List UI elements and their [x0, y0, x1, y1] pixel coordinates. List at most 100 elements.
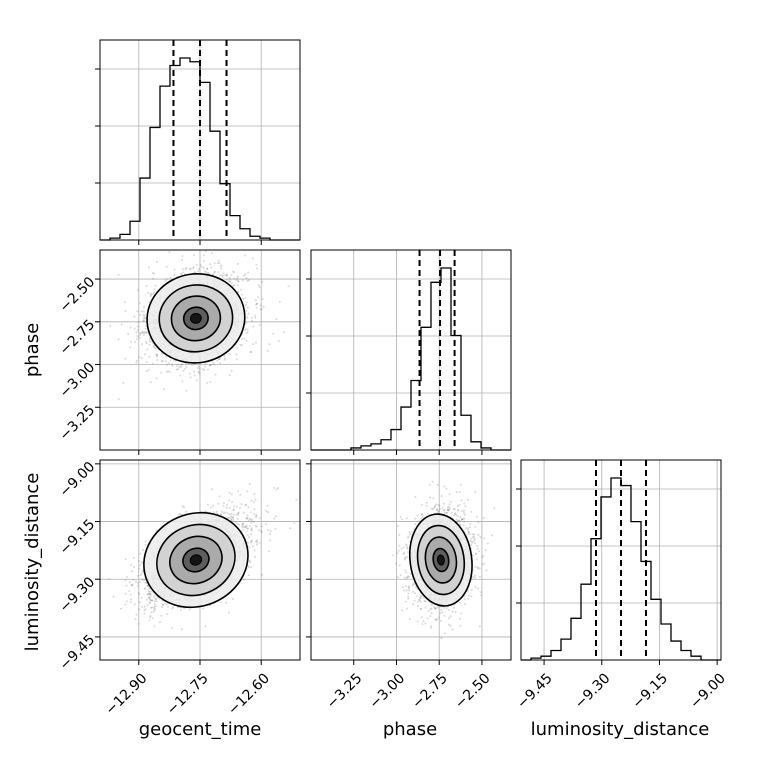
sample-point: [211, 252, 214, 255]
sample-point: [130, 598, 132, 601]
sample-point: [241, 526, 244, 529]
sample-point: [146, 585, 149, 587]
sample-point: [231, 282, 233, 285]
sample-point: [255, 306, 258, 309]
sample-point: [193, 254, 195, 257]
sample-point: [240, 503, 243, 505]
sample-point: [156, 359, 159, 361]
sample-point: [146, 598, 148, 601]
sample-point: [249, 511, 252, 514]
sample-point: [138, 608, 141, 611]
sample-point: [261, 573, 264, 576]
sample-point: [209, 381, 212, 383]
sample-point: [219, 265, 222, 268]
sample-point: [181, 268, 184, 271]
sample-point: [143, 605, 146, 608]
sample-point: [295, 498, 298, 501]
sample-point: [253, 549, 256, 552]
histogram-phase: [306, 249, 512, 451]
sample-point: [193, 374, 196, 377]
sample-point: [143, 609, 146, 612]
sample-point: [107, 578, 110, 580]
sample-point: [141, 562, 144, 564]
sample-point: [289, 527, 292, 530]
sample-point: [287, 285, 290, 288]
sample-point: [142, 310, 145, 313]
sample-point: [152, 610, 155, 613]
sample-point: [212, 361, 214, 364]
sample-point: [217, 358, 220, 361]
sample-point: [124, 592, 127, 595]
sample-point: [124, 579, 127, 582]
sample-point: [226, 503, 229, 506]
sample-point: [141, 331, 144, 334]
sample-point: [148, 340, 151, 342]
sample-point: [145, 342, 148, 345]
sample-point: [257, 284, 260, 287]
sample-point: [256, 540, 259, 543]
sample-point: [150, 293, 153, 296]
sample-point: [269, 530, 272, 533]
sample-point: [146, 593, 149, 596]
sample-point: [148, 597, 151, 600]
sample-point: [275, 515, 278, 518]
sample-point: [255, 514, 258, 517]
sample-point: [145, 340, 147, 343]
sample-point: [250, 533, 253, 536]
sample-point: [124, 310, 127, 312]
sample-point: [176, 606, 179, 609]
sample-point: [161, 352, 164, 355]
sample-point: [197, 270, 200, 273]
sample-point: [212, 504, 215, 507]
sample-point: [184, 367, 187, 370]
sample-point: [206, 368, 209, 371]
sample-point: [149, 592, 151, 595]
sample-point: [141, 606, 144, 608]
sample-point: [125, 584, 128, 587]
sample-point: [230, 516, 233, 519]
sample-point: [237, 511, 240, 514]
sample-point: [213, 262, 216, 265]
sample-point: [117, 398, 120, 401]
sample-point: [217, 262, 219, 265]
sample-point: [163, 602, 166, 605]
sample-point: [240, 338, 243, 341]
sample-point: [250, 319, 253, 322]
sample-point: [244, 297, 247, 299]
sample-point: [166, 613, 169, 616]
sample-point: [255, 514, 258, 517]
sample-point: [237, 490, 240, 493]
sample-point: [129, 601, 132, 604]
sample-point: [228, 611, 230, 614]
sample-point: [232, 519, 235, 521]
sample-point: [255, 267, 258, 270]
sample-point: [185, 389, 188, 392]
sample-point: [154, 608, 157, 611]
sample-point: [240, 288, 243, 291]
sample-point: [239, 343, 242, 346]
sample-point: [265, 523, 268, 526]
sample-point: [261, 280, 264, 283]
sample-point: [241, 293, 244, 296]
sample-point: [149, 616, 152, 619]
sample-point: [129, 326, 132, 329]
sample-point: [246, 279, 249, 282]
histogram-steps: [521, 477, 721, 661]
sample-point: [162, 603, 164, 606]
sample-point: [173, 268, 176, 271]
sample-point: [245, 321, 247, 324]
sample-point: [241, 522, 244, 525]
sample-point: [231, 270, 234, 273]
sample-point: [140, 596, 143, 599]
sample-point: [131, 584, 134, 587]
sample-point: [246, 316, 249, 319]
sample-point: [247, 519, 250, 522]
sample-point: [250, 527, 253, 530]
sample-point: [222, 272, 225, 275]
sample-point: [147, 368, 150, 371]
sample-point: [233, 277, 235, 280]
sample-point: [154, 594, 156, 597]
sample-point: [259, 308, 262, 311]
sample-point: [255, 525, 258, 528]
histogram-geocent_time: [95, 39, 301, 241]
